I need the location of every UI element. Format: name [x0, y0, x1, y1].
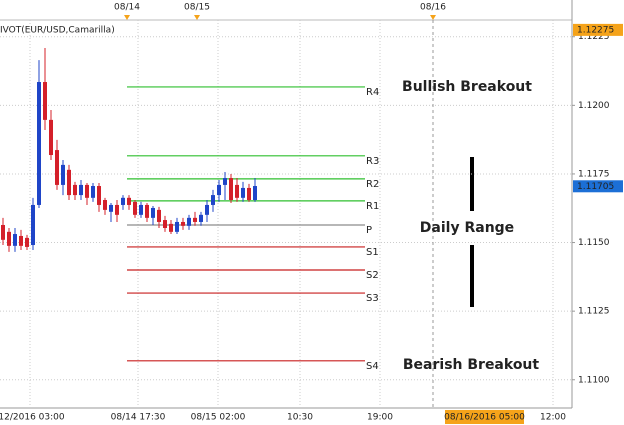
indicator-label: IVOT(EUR/USD,Camarilla)	[0, 26, 115, 36]
price-label-bg	[573, 23, 623, 36]
y-tick-label: 1.1125	[578, 307, 610, 317]
candle-body	[241, 187, 245, 198]
candle-body	[187, 217, 191, 226]
candle-body	[91, 186, 95, 198]
candle-body	[163, 220, 167, 229]
cursor-label-bg	[445, 410, 524, 424]
x-tick-label: /12/2016 03:00	[0, 413, 65, 423]
candle-body	[55, 150, 59, 185]
candle-body	[85, 184, 89, 198]
session-marker-label: 08/15	[184, 3, 210, 13]
price-label-bg	[573, 180, 623, 193]
candle-body	[13, 234, 17, 246]
x-tick-label: 19:00	[367, 413, 393, 423]
candle-body	[103, 200, 107, 210]
annotation: Daily Range	[420, 220, 514, 236]
candle-body	[67, 169, 71, 196]
y-tick-label: 1.1100	[578, 375, 610, 385]
pivot-level-label: S3	[366, 293, 379, 304]
session-marker	[430, 15, 436, 20]
pivot-level-label: S2	[366, 270, 379, 281]
candle-body	[205, 204, 209, 215]
x-tick-label: 08/15 02:00	[191, 413, 246, 423]
candle-body	[1, 224, 5, 240]
candle-body	[37, 82, 41, 205]
candle-body	[157, 209, 161, 222]
x-tick-label: 08/14 17:30	[111, 413, 166, 423]
candle-body	[175, 221, 179, 232]
candle-body	[229, 178, 233, 201]
candle-body	[127, 197, 131, 205]
y-tick-label: 1.1150	[578, 238, 610, 248]
candle-body	[97, 186, 101, 205]
candle-body	[235, 184, 239, 198]
candle-body	[73, 184, 77, 196]
candle-body	[253, 186, 257, 201]
candle-body	[115, 204, 119, 215]
x-tick-label: 12:00	[540, 413, 566, 423]
candle-body	[31, 204, 35, 246]
candle-body	[19, 235, 23, 246]
y-tick-label: 1.1200	[578, 101, 610, 111]
candle-body	[133, 201, 137, 215]
price-label: 1.12275	[577, 25, 614, 35]
y-tick-label: 1.1175	[578, 169, 610, 179]
candle-body	[151, 207, 155, 218]
annotation: Bearish Breakout	[403, 357, 540, 373]
pivot-level-label: R4	[366, 87, 379, 98]
candle-body	[193, 217, 197, 222]
candle-body	[217, 184, 221, 196]
candle-body	[79, 184, 83, 196]
y-tick-label: 1.1225	[578, 32, 610, 42]
pivot-level-label: P	[366, 225, 372, 236]
candle-body	[109, 204, 113, 212]
candle-body	[25, 237, 29, 247]
cursor-label: 08/16/2016 05:00	[444, 413, 525, 423]
pivot-level-label: S4	[366, 361, 379, 372]
pivot-level-label: S1	[366, 247, 379, 258]
candle-body	[199, 214, 203, 222]
candle-body	[181, 221, 185, 226]
price-label: 1.11705	[577, 182, 614, 192]
annotation: Bullish Breakout	[402, 79, 532, 95]
candle-body	[49, 119, 53, 156]
session-marker	[194, 15, 200, 20]
candle-body	[145, 204, 149, 218]
pivot-level-label: R2	[366, 179, 379, 190]
candle-body	[43, 82, 47, 120]
candle-body	[61, 164, 65, 185]
candle-body	[247, 187, 251, 201]
session-marker-label: 08/16	[420, 3, 446, 13]
session-marker-label: 08/14	[114, 3, 140, 13]
pivot-level-label: R1	[366, 201, 379, 212]
candle-body	[139, 204, 143, 215]
pivot-level-label: R3	[366, 156, 379, 167]
candle-body	[223, 178, 227, 185]
x-tick-label: 10:30	[287, 413, 313, 423]
candle-body	[7, 231, 11, 246]
candle-body	[169, 223, 173, 232]
candle-body	[121, 197, 125, 205]
candle-body	[211, 195, 215, 205]
session-marker	[124, 15, 130, 20]
